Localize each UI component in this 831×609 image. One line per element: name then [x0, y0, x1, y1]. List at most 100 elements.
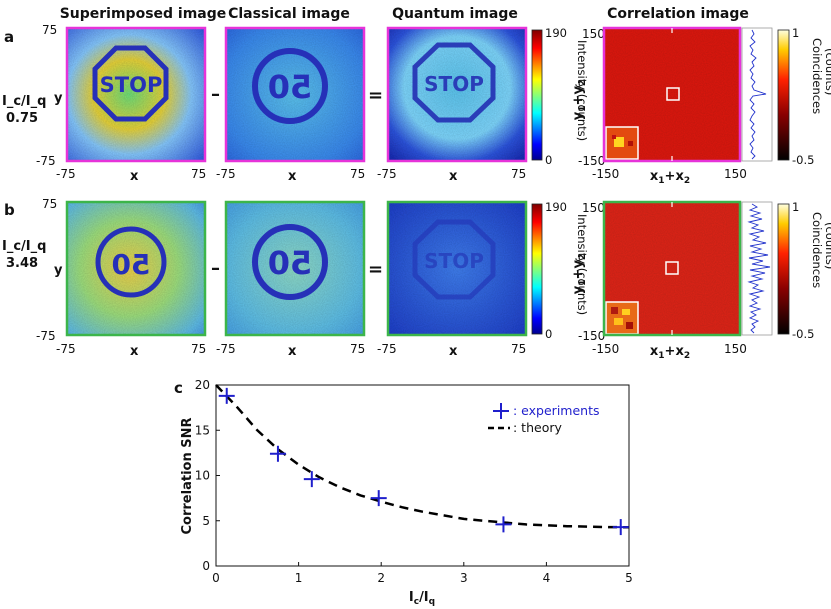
x-tick-min: -75: [56, 167, 76, 181]
legend-marker-experiments: [493, 403, 509, 419]
quantum-text-b: STOP: [424, 249, 484, 273]
superimposed-image-a: STOP: [65, 26, 207, 163]
corr-y-tick-min: -150: [578, 154, 605, 168]
y-tick-min: -75: [36, 329, 56, 343]
panel-label-a: a: [4, 28, 14, 46]
colorbar-label: Intensity (counts): [575, 214, 589, 315]
ratio-label-a: I_c/I_q: [2, 94, 46, 109]
svg-text:x1+x2: x1+x2: [650, 344, 690, 361]
x-axis-label: x: [288, 169, 297, 184]
corr-y-axis-label: y1+y2: [571, 80, 588, 120]
zoom-box: [666, 87, 680, 101]
corr-x-axis-label: x1+x2: [650, 169, 690, 186]
x-tick-min: -75: [377, 167, 397, 181]
correlation-profile-a: [741, 27, 773, 162]
x-axis-label: x: [288, 344, 297, 359]
x-tick-min: -75: [56, 342, 76, 356]
x-tick-label: 4: [543, 571, 551, 585]
x-tick-max: 75: [350, 167, 365, 181]
y-tick-max: 75: [42, 23, 57, 37]
superimposed-image-b: 50: [65, 200, 207, 337]
colorbar-min: 0: [545, 327, 552, 341]
corr-x-tick-max: 150: [724, 167, 747, 181]
corr-y-tick-max: 150: [582, 27, 605, 41]
column-title-quantum: Quantum image: [392, 6, 518, 22]
equals-operator: =: [368, 85, 383, 106]
experiment-markers: [218, 387, 629, 536]
y-tick-label: 5: [202, 514, 210, 528]
y-tick-min: -75: [36, 154, 56, 168]
superimposed-text-a: STOP: [100, 73, 163, 97]
x-axis-label: x: [449, 169, 458, 184]
legend: : experiments : theory: [488, 403, 600, 435]
corr-x-tick-min: -150: [592, 167, 619, 181]
coincidence-colorbar: [777, 29, 790, 161]
svg-text:x1+x2: x1+x2: [650, 169, 690, 186]
x-tick-max: 75: [350, 342, 365, 356]
experiment-point: [269, 445, 286, 462]
correlation-image-b: [602, 200, 742, 337]
ratio-value-a: 0.75: [6, 111, 38, 126]
svg-text:Ic/Iq: Ic/Iq: [409, 590, 435, 607]
image-frame: [65, 26, 207, 163]
experiment-point: [612, 519, 629, 536]
equals-operator: =: [368, 259, 383, 280]
x-tick-label: 5: [625, 571, 633, 585]
chart-x-label: Ic/Iq: [409, 590, 435, 607]
coincidence-label-line1: Coincidences: [810, 38, 824, 114]
classical-image-a: 50: [224, 26, 366, 163]
svg-text:y1+y2: y1+y2: [571, 254, 588, 294]
svg-text:y1+y2: y1+y2: [571, 80, 588, 120]
experiment-point: [303, 471, 320, 488]
coincidence-label-line1: Coincidences: [810, 212, 824, 288]
x-tick-min: -75: [216, 342, 236, 356]
experiment-point: [218, 387, 235, 404]
x-tick-label: 1: [295, 571, 303, 585]
colorbar-max: 190: [545, 200, 567, 214]
superimposed-text-b: 50: [112, 248, 151, 281]
classical-image-b: 50: [224, 200, 366, 337]
x-tick-max: 75: [511, 167, 526, 181]
x-axis-label: x: [130, 169, 139, 184]
x-tick-label: 3: [460, 571, 468, 585]
quantum-text-a: STOP: [424, 72, 484, 96]
corr-y-tick-max: 150: [582, 201, 605, 215]
y-tick-label: 10: [195, 469, 210, 483]
x-tick-min: -75: [377, 342, 397, 356]
correlation-profile-b: [741, 201, 773, 336]
classical-text-b: 50: [268, 244, 313, 282]
corr-x-axis-label: x1+x2: [650, 344, 690, 361]
x-tick-max: 75: [191, 167, 206, 181]
corr-x-tick-min: -150: [592, 342, 619, 356]
x-tick-max: 75: [191, 342, 206, 356]
quantum-image-b: STOP: [386, 200, 528, 337]
experiment-point: [370, 490, 387, 507]
y-axis-label: y: [54, 91, 63, 106]
colorbar-max: 190: [545, 26, 567, 40]
panel-label-b: b: [4, 201, 15, 219]
corr-y-axis-label: y1+y2: [571, 254, 588, 294]
y-axis-label: y: [54, 263, 63, 278]
coincidence-colorbar-label: Coincidences (counts): [810, 212, 831, 292]
minus-operator: –: [211, 84, 220, 105]
coincidence-colorbar-min: -0.5: [792, 327, 814, 341]
coincidence-colorbar: [777, 203, 790, 335]
ratio-label-b: I_c/I_q: [2, 239, 46, 254]
corr-x-tick-max: 150: [724, 342, 747, 356]
experiment-point: [495, 516, 512, 533]
x-axis-label: x: [130, 344, 139, 359]
coincidence-colorbar-min: -0.5: [792, 153, 814, 167]
correlation-image-a: [602, 26, 742, 163]
column-title-superimposed: Superimposed image: [60, 6, 227, 22]
y-tick-label: 20: [195, 378, 210, 392]
x-tick-label: 0: [212, 571, 220, 585]
intensity-colorbar: [531, 203, 543, 335]
y-tick-max: 75: [42, 197, 57, 211]
quantum-image-a: STOP: [386, 26, 528, 163]
legend-label-theory: : theory: [513, 420, 562, 435]
x-tick-label: 2: [377, 571, 385, 585]
row-b: I_c/I_q 3.48 y 75 -75 50 -75 x 75 – 50 -…: [2, 197, 831, 361]
colorbar-min: 0: [545, 153, 552, 167]
minus-operator: –: [211, 258, 220, 279]
